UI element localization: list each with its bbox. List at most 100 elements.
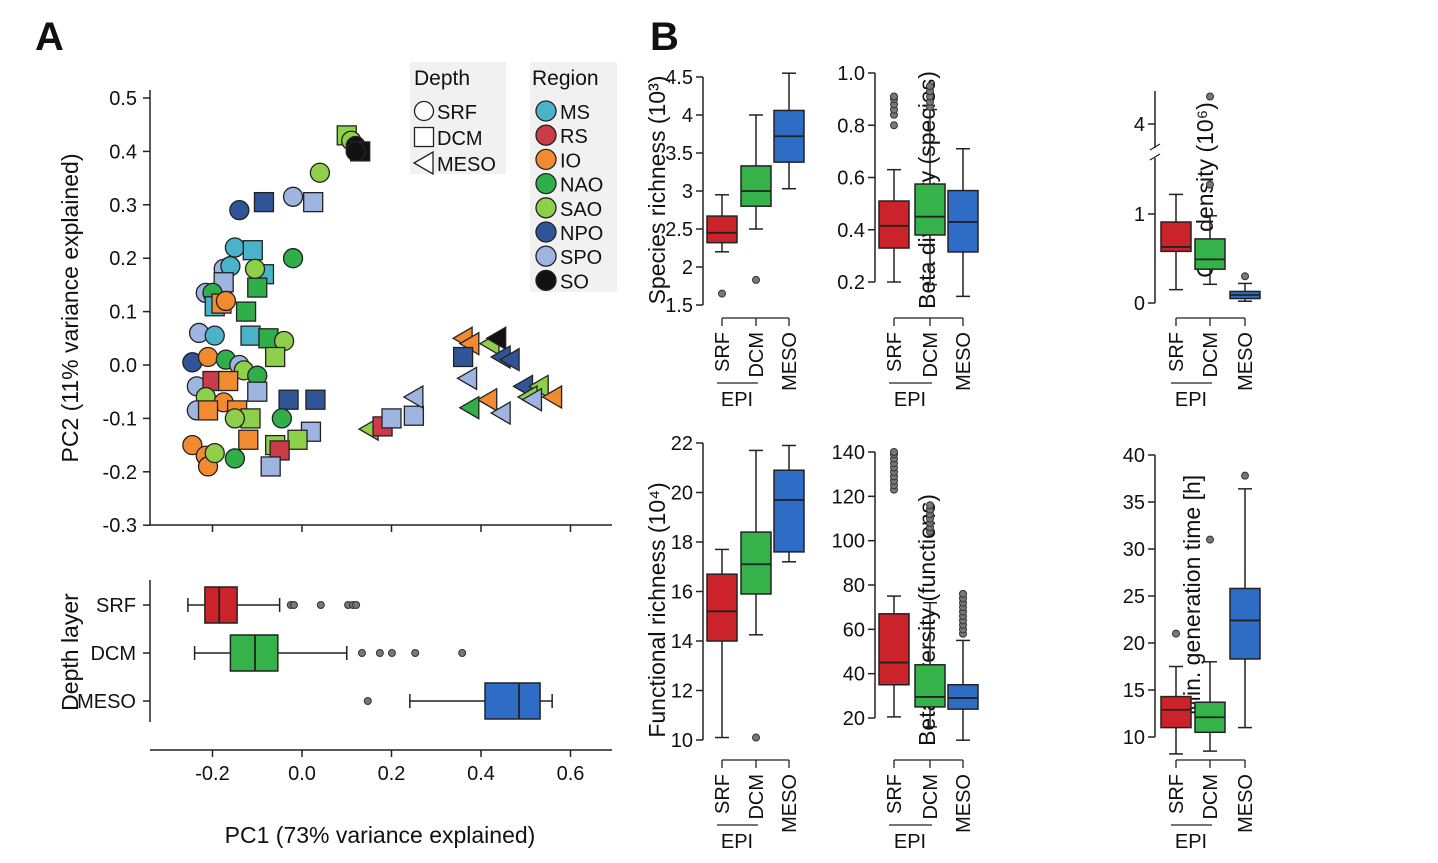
box-dcm <box>1194 238 1226 270</box>
category-label-meso: MESO <box>953 774 975 833</box>
category-label-meso: MESO <box>953 332 975 391</box>
data-point <box>244 258 266 280</box>
y-tick-label: 0 <box>1134 293 1145 315</box>
y-tick-label: 140 <box>832 442 865 464</box>
legend-region-label: SO <box>560 271 589 293</box>
y-tick-label: 15 <box>1123 680 1145 702</box>
data-point <box>224 448 246 469</box>
y-tick-label: 20 <box>671 483 693 505</box>
y-tick-label: 25 <box>1123 586 1145 608</box>
category-label-srf: SRF <box>884 332 906 372</box>
y-tick-label: 10 <box>1123 727 1145 749</box>
legend-depth-label: SRF <box>437 102 477 124</box>
data-point <box>452 346 474 368</box>
group-label-epi: EPI <box>721 389 753 411</box>
legend-region-swatch <box>535 124 557 146</box>
y-tick-label: 0.0 <box>109 355 137 377</box>
legend-region-swatch <box>535 100 557 122</box>
data-point <box>303 191 324 213</box>
panel-label-b: B <box>650 15 679 59</box>
category-label-srf: SRF <box>1166 332 1188 372</box>
data-point <box>182 434 203 456</box>
category-label-dcm: DCM <box>1200 332 1222 378</box>
y-tick-label: 35 <box>1123 492 1145 514</box>
data-point <box>498 347 520 372</box>
y-tick-label: 12 <box>671 681 693 703</box>
box-meso <box>773 469 805 553</box>
boxplot-functional-richness: 10 12 14 16 18 20 22 Functional richness (10⁴) S… <box>644 433 805 853</box>
y-tick-label: 40 <box>1123 445 1145 467</box>
y-tick-label: 0.8 <box>837 115 865 137</box>
data-point <box>240 325 261 346</box>
y-tick-label: 0.4 <box>109 141 137 163</box>
outlier-point <box>890 448 898 456</box>
category-label-dcm: DCM <box>746 332 768 378</box>
data-point <box>345 141 366 162</box>
y-tick-label: 0.6 <box>837 168 865 190</box>
y-tick-label: 0.5 <box>109 88 137 110</box>
y-tick-label: 4.5 <box>665 67 693 89</box>
outlier-point <box>458 649 467 657</box>
data-point <box>247 381 268 402</box>
x-tick-label: -0.2 <box>195 763 229 785</box>
legend-circle-icon <box>413 100 435 122</box>
outlier-point <box>1241 272 1249 281</box>
outlier-point <box>363 697 372 705</box>
y-tick-label: MESO <box>77 691 136 713</box>
x-tick-label: 0.6 <box>557 763 585 785</box>
y-tick-label: 20 <box>843 708 865 730</box>
data-point <box>224 237 246 258</box>
outlier-point <box>926 501 934 510</box>
outlier-point <box>289 601 298 609</box>
y-tick-label: 0.4 <box>837 220 865 242</box>
data-point <box>305 389 326 410</box>
data-point <box>229 199 250 221</box>
data-point <box>278 389 299 410</box>
category-label-dcm: DCM <box>1200 774 1222 820</box>
legend-region-swatch <box>535 148 557 171</box>
data-point <box>204 442 225 464</box>
data-point <box>381 408 402 429</box>
box-srf <box>706 215 738 244</box>
data-point <box>224 408 246 429</box>
data-point <box>402 384 424 410</box>
y-tick-label: 3 <box>682 181 693 203</box>
y-axis-label: Min. generation time [h] <box>1179 475 1205 715</box>
box-srf <box>706 573 738 642</box>
y-tick-label: 0.2 <box>837 272 865 294</box>
data-point <box>253 191 275 213</box>
y-tick-label: 2.5 <box>665 219 693 241</box>
y-tick-label: 30 <box>1123 539 1145 561</box>
data-point <box>489 400 511 426</box>
y-tick-label: 60 <box>843 619 865 641</box>
legend-square-icon <box>413 126 435 148</box>
category-label-meso: MESO <box>1235 774 1257 833</box>
category-label-srf: SRF <box>884 774 906 814</box>
data-point <box>235 301 257 322</box>
outlier-point <box>752 275 760 284</box>
data-point <box>197 400 219 421</box>
data-point <box>247 277 268 298</box>
outlier-point <box>926 82 934 91</box>
outlier-point <box>959 589 967 598</box>
data-point <box>242 240 263 261</box>
data-point <box>287 429 308 450</box>
y-tick-label: 100 <box>832 531 865 553</box>
y-tick-label: 16 <box>671 582 693 604</box>
data-point <box>197 346 219 368</box>
x-tick-label: 0.2 <box>378 763 406 785</box>
box-meso <box>1229 587 1261 660</box>
x-axis-label: PC1 (73% variance explained) <box>225 822 536 848</box>
data-point <box>238 429 259 450</box>
group-label-epi: EPI <box>894 389 926 411</box>
group-label-epi: EPI <box>1175 831 1207 853</box>
y-tick-label: SRF <box>96 595 136 617</box>
category-label-srf: SRF <box>712 774 734 814</box>
legend-region-swatch <box>535 172 557 195</box>
legend-depth-title: Depth <box>414 67 470 90</box>
category-label-meso: MESO <box>1235 332 1257 391</box>
data-point <box>260 456 281 477</box>
outlier-point <box>890 121 898 130</box>
